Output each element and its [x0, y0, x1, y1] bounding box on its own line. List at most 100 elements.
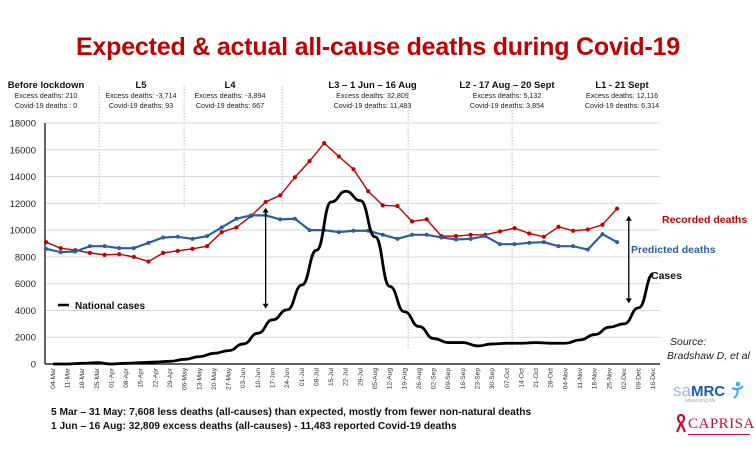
phase-block: L2 - 17 Aug – 20 Sept Excess deaths: 5,13… [442, 80, 572, 110]
data-point-recorded-deaths [585, 227, 590, 232]
data-point-predicted-deaths [615, 240, 620, 245]
phase-title: L5 [135, 80, 147, 91]
x-tick-label: 25-Mar [94, 367, 101, 389]
data-point-recorded-deaths [87, 250, 93, 255]
data-point-recorded-deaths [175, 248, 180, 253]
phase-excess-deaths: Excess deaths: 12,116 [585, 91, 659, 100]
x-tick-label: 17-Jun [269, 368, 276, 388]
excess-arrow-june-head-down [262, 303, 269, 309]
data-point-recorded-deaths [571, 228, 576, 233]
samrc-logo-text: MRC [690, 383, 726, 400]
x-tick-label: 02-Sep [431, 368, 438, 390]
data-point-predicted-deaths [512, 242, 517, 247]
data-point-predicted-deaths [102, 244, 107, 249]
data-point-predicted-deaths [131, 246, 136, 251]
y-tick-label: 2000 [15, 333, 36, 344]
excess-arrow-december-head-down [625, 298, 632, 304]
legend-label-national-cases: National cases [75, 301, 145, 312]
phase-covid-deaths: Covid-19 deaths: 93 [108, 100, 174, 110]
data-point-recorded-deaths [263, 199, 268, 205]
data-point-recorded-deaths [278, 193, 283, 198]
x-tick-label: 24-Jun [284, 368, 291, 388]
phase-covid-deaths: Covid-19 deaths: 667 [195, 100, 265, 110]
phase-excess-deaths: Excess deaths: 210 [14, 91, 78, 100]
series-line-recorded-deaths [45, 142, 618, 263]
data-point-predicted-deaths [44, 246, 48, 251]
x-tick-label: 04-Nov [562, 367, 569, 389]
x-tick-label: 27-May [226, 367, 233, 390]
x-tick-label: 08-Apr [123, 367, 130, 388]
data-point-predicted-deaths [439, 235, 444, 240]
samrc-logo-prefix: sa [673, 381, 691, 400]
data-point-predicted-deaths [249, 213, 253, 218]
phase-block: L3 – 1 Jun – 16 Aug Excess deaths: 32,809… [280, 80, 465, 110]
label-recorded-deaths: Recorded deaths [662, 214, 747, 226]
data-point-predicted-deaths [541, 240, 546, 245]
data-point-recorded-deaths [424, 217, 429, 222]
data-point-predicted-deaths [219, 225, 224, 230]
data-point-recorded-deaths [556, 224, 561, 229]
x-tick-label: 21-Oct [533, 368, 540, 388]
x-tick-label: 15-Jul [328, 367, 335, 385]
phase-block: L5 Excess deaths: -3,714 Covid-19 deaths: … [100, 80, 182, 110]
x-tick-label: 23-Sep [474, 368, 481, 390]
x-tick-label: 18-Nov [592, 367, 599, 389]
x-tick-label: 29-Apr [167, 367, 174, 388]
data-point-recorded-deaths [336, 154, 341, 159]
data-point-recorded-deaths [43, 240, 49, 245]
data-point-predicted-deaths [380, 232, 385, 237]
x-tick-label: 08-Jul [313, 367, 320, 385]
data-point-recorded-deaths [161, 250, 166, 255]
data-point-recorded-deaths [541, 234, 546, 239]
data-point-recorded-deaths [614, 206, 620, 211]
phase-block: Before lockdown Excess deaths: 210 Covid-1… [2, 80, 90, 110]
x-tick-label: 04-Mar [50, 367, 57, 389]
x-tick-label: 22-Apr [152, 367, 159, 388]
phase-block: L4 Excess deaths: -3,894 Covid-19 deaths: … [188, 80, 272, 110]
x-tick-label: 07-Oct [504, 368, 511, 388]
data-point-predicted-deaths [58, 250, 63, 255]
x-tick-label: 18-Mar [79, 367, 86, 389]
data-point-predicted-deaths [307, 228, 312, 233]
phase-covid-deaths: Covid-19 deaths: 3,854 [469, 100, 545, 110]
caprisa-logo-text: CAPRISA [688, 416, 755, 432]
label-cases: Cases [651, 270, 682, 282]
excess-arrow-december-head-up [625, 215, 632, 221]
data-point-predicted-deaths [395, 236, 400, 241]
data-point-predicted-deaths [483, 234, 488, 239]
x-tick-label: 01-Apr [108, 367, 115, 388]
data-point-recorded-deaths [58, 246, 63, 251]
data-point-predicted-deaths [351, 228, 356, 233]
x-tick-label: 01-Jul [299, 367, 306, 385]
x-tick-label: 20-May [211, 367, 218, 390]
data-point-recorded-deaths [453, 234, 459, 239]
data-point-predicted-deaths [497, 242, 502, 247]
data-point-recorded-deaths [468, 232, 473, 237]
x-tick-label: 29-Jul [357, 367, 364, 385]
data-point-recorded-deaths [527, 231, 532, 236]
data-point-predicted-deaths [73, 249, 78, 254]
data-point-recorded-deaths [204, 244, 210, 249]
data-point-predicted-deaths [117, 246, 122, 251]
data-point-recorded-deaths [117, 252, 122, 257]
phase-title: L2 - 17 Aug – 20 Sept [459, 80, 555, 91]
footnote-1: 5 Mar – 31 May: 7,608 less deaths (all-c… [51, 407, 532, 418]
caprisa-logo: CAPRISA [676, 413, 755, 435]
data-point-predicted-deaths [585, 247, 590, 252]
excess-arrow-june-head-up [262, 207, 269, 213]
phase-covid-deaths: Covid-19 deaths: 11,483 [333, 100, 412, 110]
data-point-recorded-deaths [219, 230, 224, 235]
source-citation: Bradshaw D, et al [667, 350, 750, 362]
samrc-figure-icon [731, 381, 744, 399]
phase-title: L1 - 21 Sept [595, 80, 649, 91]
x-tick-label: 16-Dec [650, 367, 657, 389]
data-point-predicted-deaths [234, 216, 239, 221]
x-tick-label: 25-Nov [606, 367, 613, 389]
data-point-recorded-deaths [102, 252, 107, 257]
y-tick-label: 12000 [10, 199, 36, 210]
data-point-recorded-deaths [380, 203, 385, 208]
x-tick-label: 22-Jul [343, 367, 350, 385]
data-point-recorded-deaths [512, 226, 517, 231]
phase-title: L4 [224, 80, 236, 91]
